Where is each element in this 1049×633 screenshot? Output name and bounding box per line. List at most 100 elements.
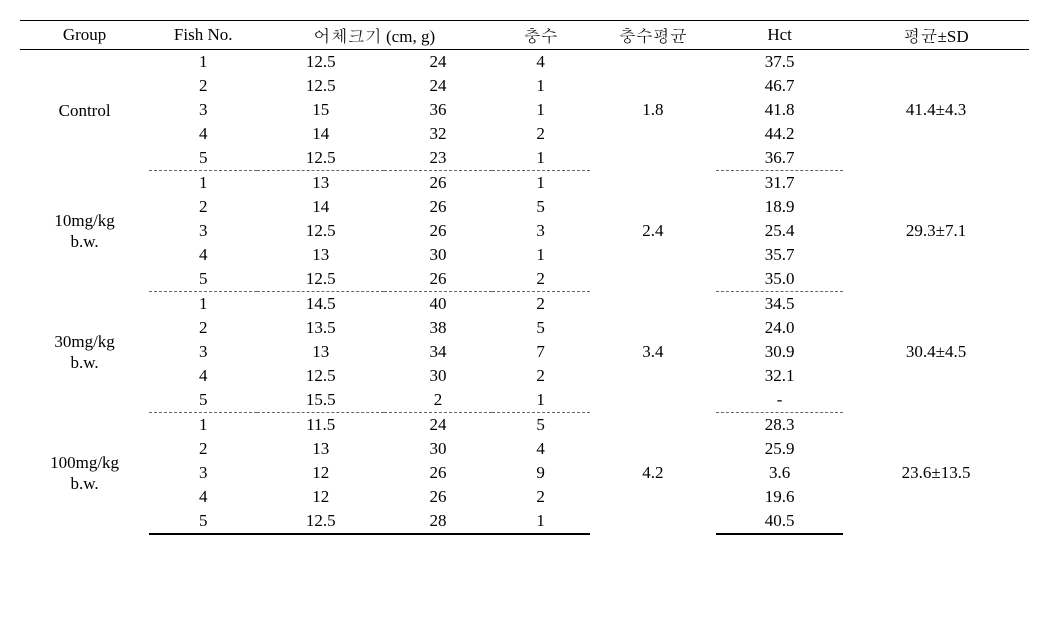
hct-cell: - [716, 388, 843, 413]
hct-cell: 25.4 [716, 219, 843, 243]
count-cell: 2 [492, 122, 590, 146]
fish-no-cell: 2 [149, 437, 257, 461]
table-row: 30mg/kgb.w.114.54023.434.530.4±4.5 [20, 292, 1029, 317]
count-cell: 1 [492, 243, 590, 267]
size-cm-cell: 13.5 [257, 316, 384, 340]
count-cell: 1 [492, 388, 590, 413]
count-avg-cell: 1.8 [590, 50, 717, 171]
fish-no-cell: 4 [149, 243, 257, 267]
hct-cell: 30.9 [716, 340, 843, 364]
hct-cell: 34.5 [716, 292, 843, 317]
size-g-cell: 30 [384, 364, 491, 388]
size-g-cell: 26 [384, 195, 491, 219]
count-cell: 1 [492, 74, 590, 98]
size-g-cell: 23 [384, 146, 491, 171]
mean-sd-cell: 41.4±4.3 [843, 50, 1029, 171]
fish-no-cell: 5 [149, 509, 257, 534]
count-cell: 1 [492, 98, 590, 122]
group-label: Control [20, 50, 149, 171]
hct-cell: 35.7 [716, 243, 843, 267]
hct-cell: 40.5 [716, 509, 843, 534]
size-g-cell: 38 [384, 316, 491, 340]
fish-no-cell: 3 [149, 340, 257, 364]
table-row: Control112.52441.837.541.4±4.3 [20, 50, 1029, 75]
size-g-cell: 34 [384, 340, 491, 364]
col-count-avg: 충수평균 [590, 21, 717, 50]
fish-no-cell: 4 [149, 122, 257, 146]
size-g-cell: 24 [384, 50, 491, 75]
size-g-cell: 26 [384, 461, 491, 485]
size-g-cell: 26 [384, 219, 491, 243]
count-cell: 2 [492, 267, 590, 292]
fish-no-cell: 3 [149, 219, 257, 243]
fish-no-cell: 3 [149, 461, 257, 485]
table-row: 10mg/kgb.w.1132612.431.729.3±7.1 [20, 171, 1029, 196]
hct-cell: 37.5 [716, 50, 843, 75]
count-cell: 1 [492, 171, 590, 196]
group-label: 100mg/kgb.w. [20, 413, 149, 535]
size-g-cell: 32 [384, 122, 491, 146]
fish-no-cell: 2 [149, 195, 257, 219]
group-label: 10mg/kgb.w. [20, 171, 149, 292]
size-g-cell: 24 [384, 74, 491, 98]
count-cell: 2 [492, 485, 590, 509]
size-g-cell: 26 [384, 267, 491, 292]
size-cm-cell: 12.5 [257, 509, 384, 534]
size-g-cell: 2 [384, 388, 491, 413]
count-cell: 1 [492, 509, 590, 534]
col-fish-no: Fish No. [149, 21, 257, 50]
size-cm-cell: 14 [257, 122, 384, 146]
size-g-cell: 36 [384, 98, 491, 122]
count-avg-cell: 3.4 [590, 292, 717, 413]
count-cell: 4 [492, 437, 590, 461]
size-cm-cell: 12.5 [257, 364, 384, 388]
size-g-cell: 26 [384, 485, 491, 509]
hct-cell: 19.6 [716, 485, 843, 509]
mean-sd-cell: 29.3±7.1 [843, 171, 1029, 292]
count-cell: 3 [492, 219, 590, 243]
hct-cell: 35.0 [716, 267, 843, 292]
size-cm-cell: 11.5 [257, 413, 384, 438]
size-cm-cell: 12.5 [257, 50, 384, 75]
size-cm-cell: 12.5 [257, 74, 384, 98]
count-cell: 9 [492, 461, 590, 485]
size-g-cell: 30 [384, 437, 491, 461]
count-avg-cell: 4.2 [590, 413, 717, 535]
hct-cell: 18.9 [716, 195, 843, 219]
mean-sd-cell: 23.6±13.5 [843, 413, 1029, 535]
hct-cell: 46.7 [716, 74, 843, 98]
size-g-cell: 24 [384, 413, 491, 438]
fish-no-cell: 4 [149, 485, 257, 509]
col-hct: Hct [716, 21, 843, 50]
fish-no-cell: 1 [149, 292, 257, 317]
size-cm-cell: 14 [257, 195, 384, 219]
size-cm-cell: 13 [257, 340, 384, 364]
count-cell: 1 [492, 146, 590, 171]
count-cell: 7 [492, 340, 590, 364]
size-g-cell: 30 [384, 243, 491, 267]
fish-no-cell: 3 [149, 98, 257, 122]
count-avg-cell: 2.4 [590, 171, 717, 292]
size-cm-cell: 13 [257, 171, 384, 196]
count-cell: 2 [492, 292, 590, 317]
hct-cell: 28.3 [716, 413, 843, 438]
count-cell: 5 [492, 195, 590, 219]
col-mean-sd: 평균±SD [843, 21, 1029, 50]
size-cm-cell: 12.5 [257, 146, 384, 171]
count-cell: 5 [492, 316, 590, 340]
hct-cell: 3.6 [716, 461, 843, 485]
table-row: 100mg/kgb.w.111.52454.228.323.6±13.5 [20, 413, 1029, 438]
size-g-cell: 28 [384, 509, 491, 534]
size-g-cell: 40 [384, 292, 491, 317]
hct-cell: 36.7 [716, 146, 843, 171]
fish-no-cell: 1 [149, 413, 257, 438]
fish-no-cell: 4 [149, 364, 257, 388]
size-cm-cell: 12.5 [257, 267, 384, 292]
size-cm-cell: 12.5 [257, 219, 384, 243]
hct-cell: 41.8 [716, 98, 843, 122]
col-size: 어체크기 (cm, g) [257, 21, 491, 50]
size-cm-cell: 12 [257, 485, 384, 509]
hct-cell: 31.7 [716, 171, 843, 196]
data-table: Group Fish No. 어체크기 (cm, g) 충수 충수평균 Hct … [20, 20, 1029, 535]
mean-sd-cell: 30.4±4.5 [843, 292, 1029, 413]
